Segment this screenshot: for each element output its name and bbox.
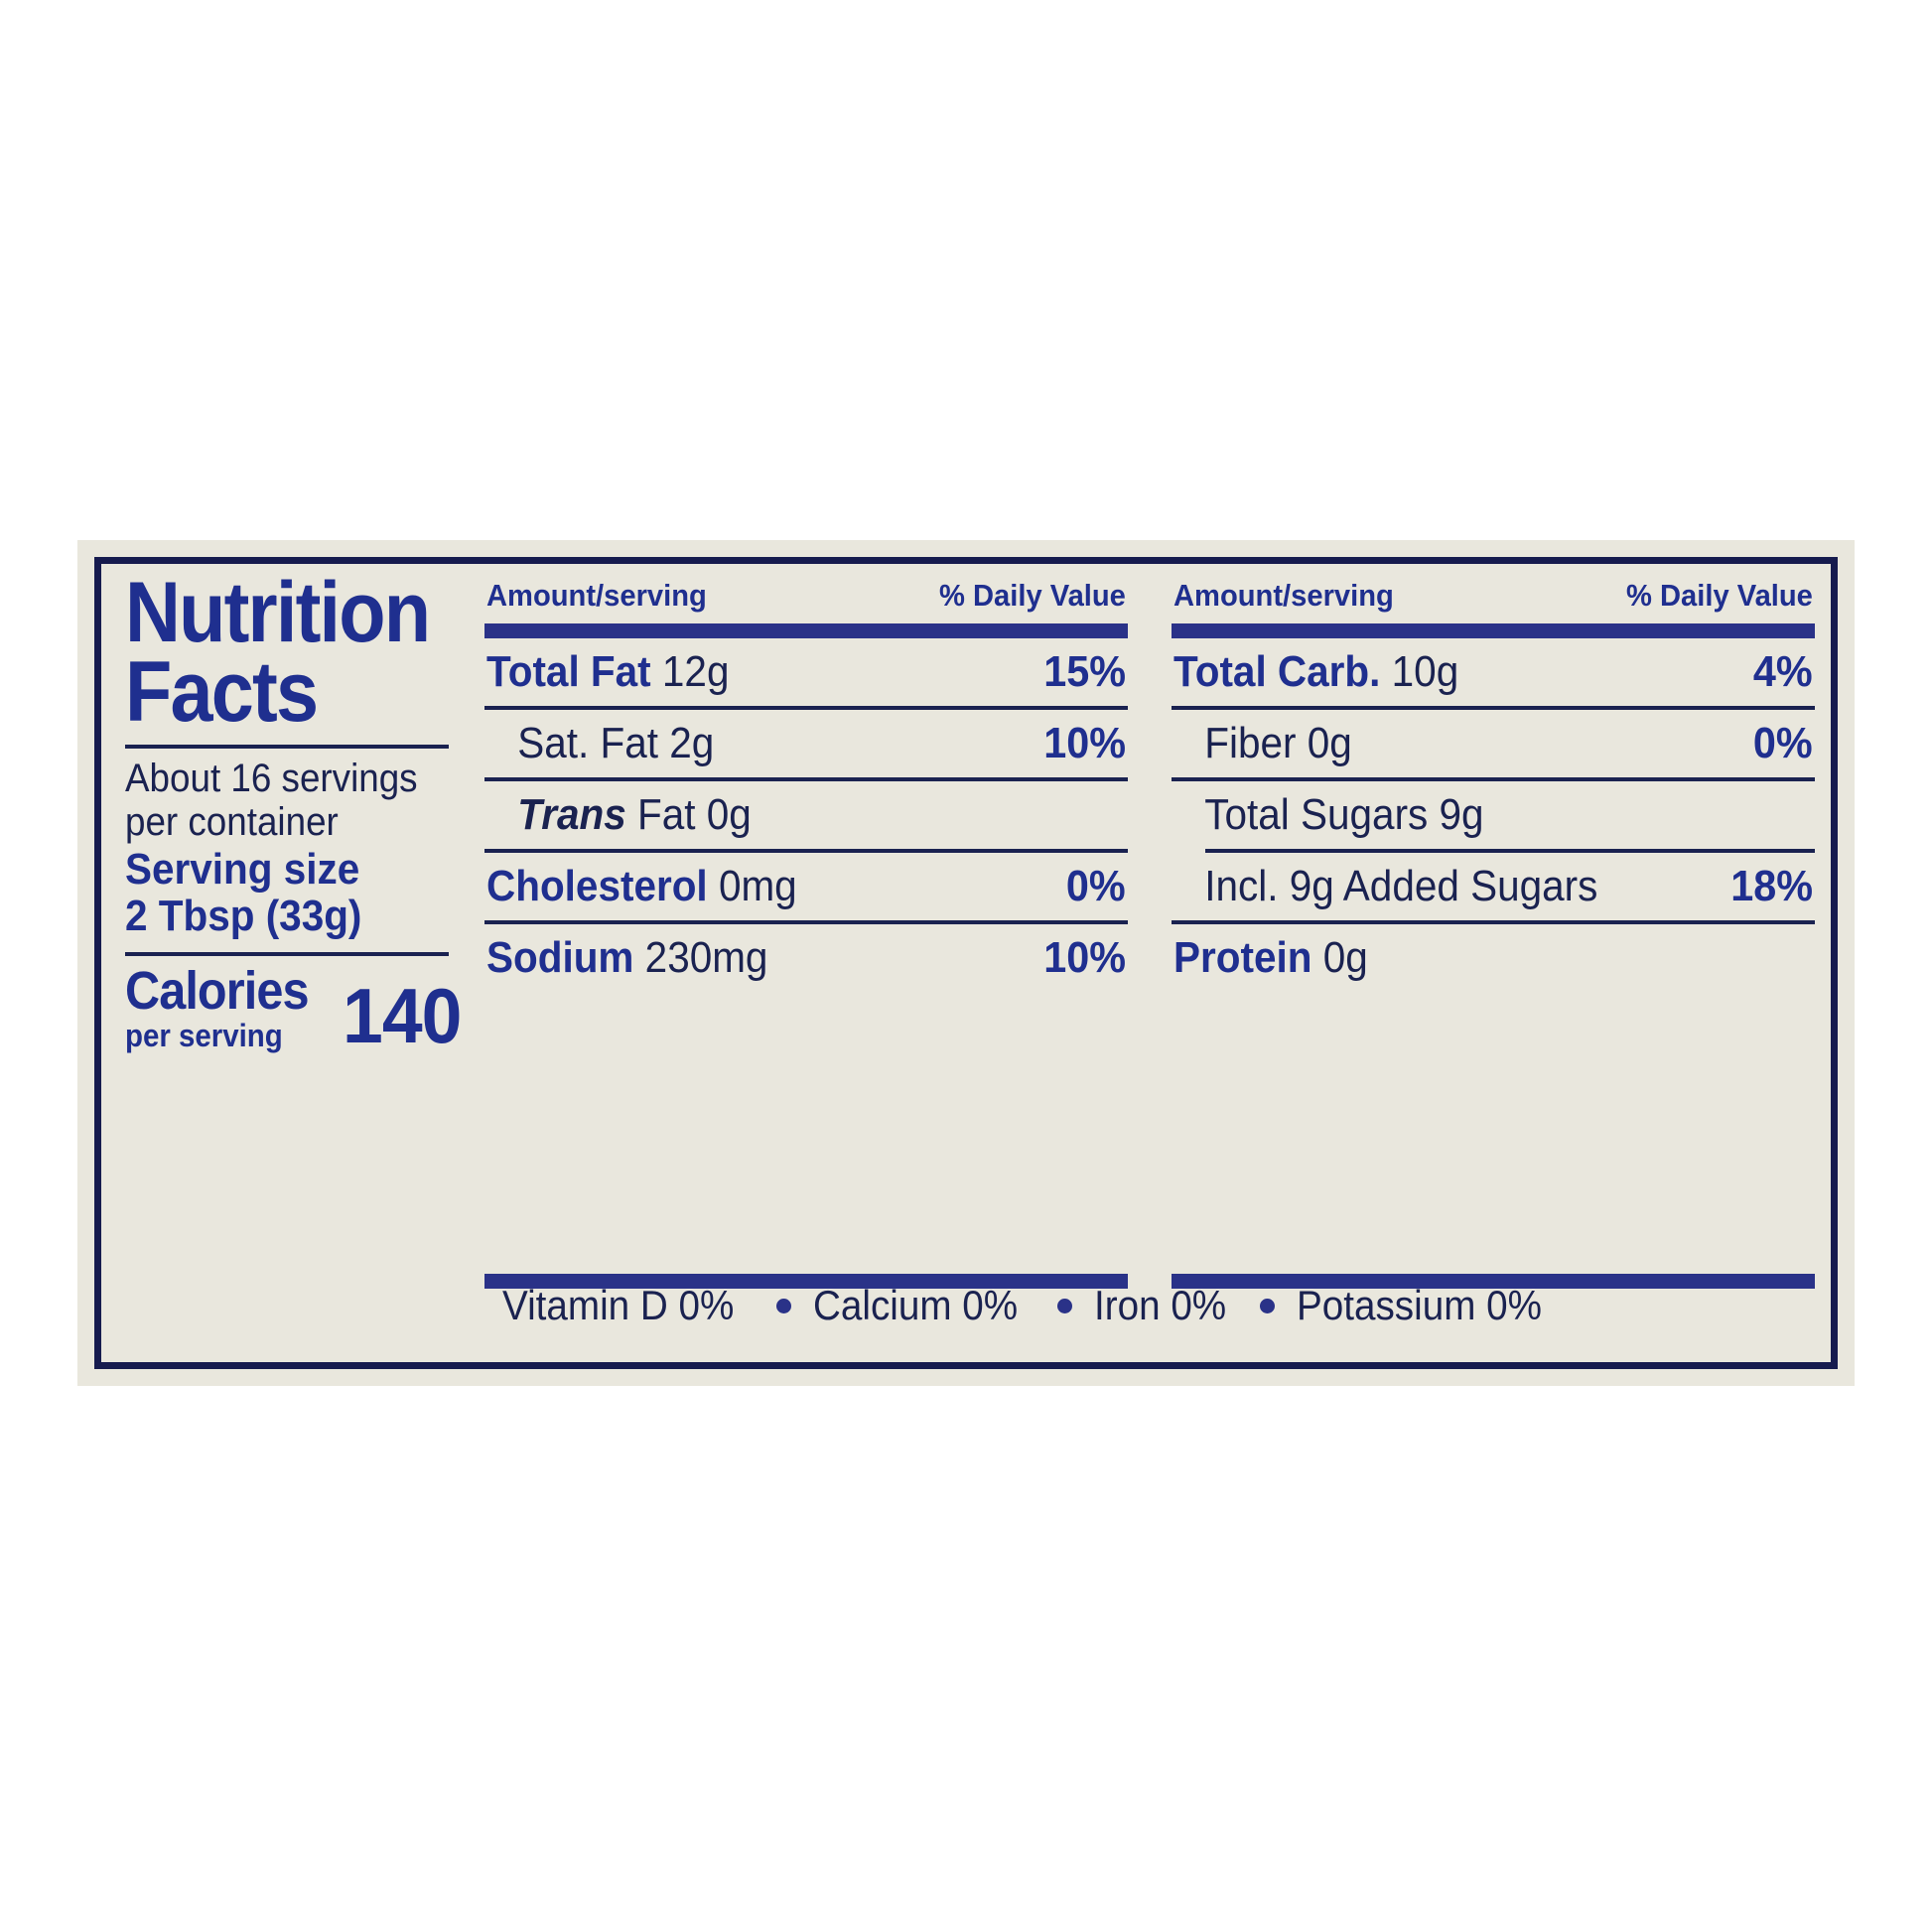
row-divider [484,920,1128,924]
nutrient-dv-total-fat: 15% [1043,647,1126,696]
nutrient-name-cholesterol: Cholesterol 0mg [486,862,797,911]
nutrient-name-total-carb: Total Carb. 10g [1173,647,1458,697]
serving-size-value: 2 Tbsp (33g) [125,892,362,941]
middle-bottom-bar [484,1274,1128,1289]
nutrient-name-sat-fat: Sat. Fat 2g [486,719,714,768]
nutrient-name-fiber: Fiber 0g [1173,719,1352,768]
nutrient-dv-sodium: 10% [1043,933,1126,982]
nutrient-dv-sat-fat: 10% [1043,719,1126,767]
nutrient-name-added-sugars: Incl. 9g Added Sugars [1204,862,1598,910]
table-row: Total Fat 12g 15% [484,638,1128,706]
nutrient-amount: 0g [1307,719,1352,767]
right-column-header: Amount/serving % Daily Value [1172,578,1815,614]
nutrient-label: Trans [517,790,626,839]
servings-per-container: About 16 servings per container [125,757,423,844]
nutrient-amount: Fat 0g [637,790,752,839]
nutrient-amount: 0mg [718,862,797,910]
nutrient-name-trans-fat: Trans Fat 0g [486,790,752,840]
header-amount-serving-middle: Amount/serving [486,578,707,613]
nutrient-label: Sodium [486,933,634,982]
table-row: Fiber 0g 0% [1172,710,1815,777]
middle-column-spacer [484,992,1128,1270]
row-divider [484,849,1128,853]
header-amount-serving-right: Amount/serving [1173,578,1394,613]
title-divider [125,744,449,749]
table-row: Total Sugars 9g [1172,781,1815,849]
calories-block: Calories per serving 140 [125,960,463,1054]
vitamin-d-value: Vitamin D 0% [502,1282,735,1328]
nutrient-dv-cholesterol: 0% [1066,862,1126,910]
nutrient-amount: 2g [669,719,715,767]
calories-value: 140 [343,971,462,1059]
row-divider [1172,777,1815,781]
middle-header-bar [484,623,1128,638]
nutrient-name-protein: Protein 0g [1173,933,1368,983]
nutrition-facts-title: Nutrition Facts [125,570,431,735]
table-row: Cholesterol 0mg 0% [484,853,1128,920]
nutrient-name-total-sugars: Total Sugars 9g [1173,790,1484,840]
nutrient-dv-total-carb: 4% [1753,647,1813,696]
serving-information-panel: Nutrition Facts About 16 servings per cont… [101,564,469,1362]
servings-line-1: About 16 servings [125,756,418,800]
title-line-1: Nutrition [125,565,431,660]
potassium-value: Potassium 0% [1296,1282,1542,1328]
nutrient-name-total-fat: Total Fat 12g [486,647,729,697]
calories-labels: Calories per serving [125,960,329,1054]
right-bottom-bar [1172,1274,1815,1289]
nutrient-amount: 9g [1439,790,1484,839]
table-row: Trans Fat 0g [484,781,1128,849]
nutrient-dv-added-sugars: 18% [1730,862,1813,910]
calcium-value: Calcium 0% [812,1282,1018,1328]
row-divider [1172,706,1815,710]
nutrient-column-right: Amount/serving % Daily Value Total Carb.… [1154,564,1831,1362]
nutrient-label: Total Sugars [1204,790,1429,839]
nutrient-label: Sat. Fat [517,719,659,767]
bullet-dot-icon [1056,1298,1072,1313]
table-row: Protein 0g [1172,924,1815,992]
right-column-spacer [1172,992,1815,1270]
nutrient-label: Total Carb. [1173,647,1381,696]
header-daily-value-middle: % Daily Value [939,578,1126,613]
table-row: Sodium 230mg 10% [484,924,1128,992]
table-row: Total Carb. 10g 4% [1172,638,1815,706]
nutrient-amount: 10g [1391,647,1459,696]
right-header-bar [1172,623,1815,638]
nutrient-label: Fiber [1204,719,1297,767]
bullet-dot-icon [1259,1298,1275,1313]
row-divider [1205,849,1815,853]
label-border-frame: Nutrition Facts About 16 servings per cont… [94,557,1838,1369]
bullet-dot-icon [775,1298,791,1313]
serving-size-divider [125,951,449,956]
nutrient-label: Cholesterol [486,862,708,910]
calories-sublabel: per serving [125,1018,283,1054]
middle-column-header: Amount/serving % Daily Value [484,578,1128,614]
row-divider [484,777,1128,781]
vitamins-minerals-row: Vitamin D 0% Calcium 0% Iron 0% Potassiu… [502,1273,1807,1338]
nutrient-dv-fiber: 0% [1753,719,1813,767]
title-line-2: Facts [125,643,319,740]
nutrient-column-middle: Amount/serving % Daily Value Total Fat 1… [469,564,1154,1362]
nutrient-amount: 12g [661,647,730,696]
nutrient-amount: 0g [1322,933,1368,982]
iron-value: Iron 0% [1093,1282,1226,1328]
serving-size-label: Serving size [125,844,360,894]
servings-line-2: per container [125,799,339,844]
table-row: Incl. 9g Added Sugars 18% [1172,853,1815,920]
table-row: Sat. Fat 2g 10% [484,710,1128,777]
nutrient-label: Protein [1173,933,1312,982]
nutrient-amount: 230mg [644,933,768,982]
row-divider [1172,920,1815,924]
nutrient-label: Total Fat [486,647,651,696]
header-daily-value-right: % Daily Value [1626,578,1813,613]
nutrition-facts-label: Nutrition Facts About 16 servings per cont… [77,540,1855,1386]
row-divider [484,706,1128,710]
nutrient-name-sodium: Sodium 230mg [486,933,767,983]
calories-label: Calories [125,960,309,1021]
